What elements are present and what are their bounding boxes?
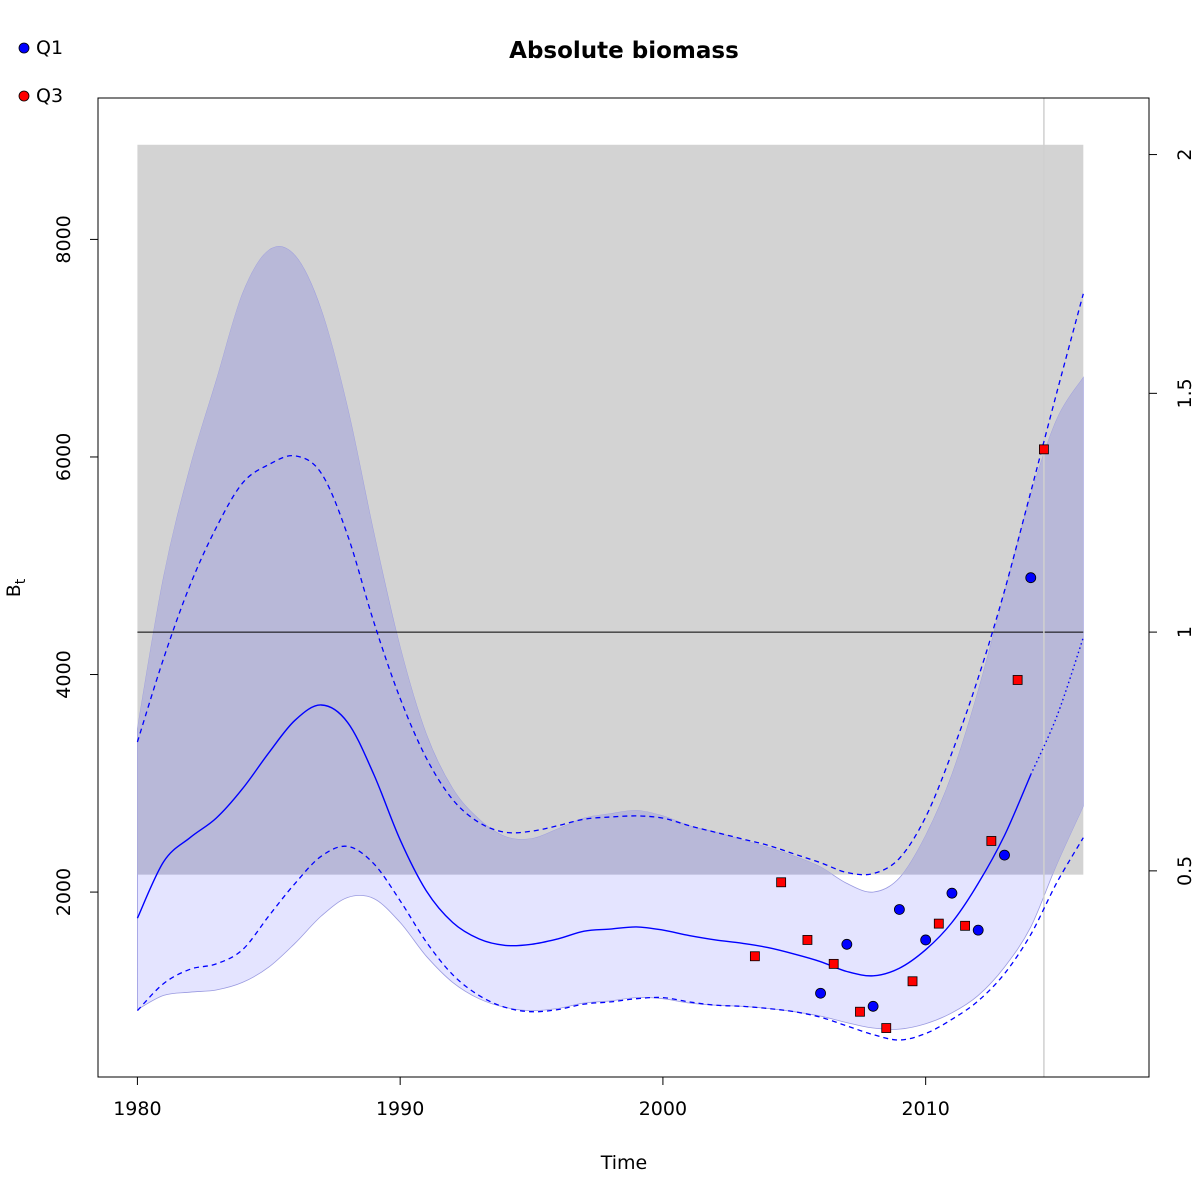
biomass-ci-overlap [137,246,1084,875]
y-axis-title: Bt [3,578,29,597]
y-tick-label-3: 8000 [53,215,75,263]
point-q1-5 [946,887,958,899]
point-q3-7 [933,918,944,929]
point-q1-7 [999,849,1010,861]
y2-tick-label-2: 1.5 [1174,378,1196,408]
point-q3-5 [881,1023,892,1033]
legend-marker-q3 [18,90,30,102]
point-q3-2 [802,935,813,945]
legend-label-q3: Q3 [36,85,63,107]
point-q3-4 [855,1006,865,1017]
legend-marker-q1 [18,42,30,54]
point-q3-0 [749,951,760,962]
estimate-forecast-line [1030,637,1084,775]
point-q1-1 [841,938,853,950]
x-tick-label-0: 1980 [113,1098,161,1120]
point-q3-1 [776,877,787,888]
x-axis-title: Time [600,1152,648,1174]
point-q1-2 [867,1000,879,1012]
y2-tick-label-1: 1 [1174,626,1196,638]
point-q1-4 [920,934,932,946]
point-q1-8 [1025,572,1037,584]
point-q3-8 [960,920,970,931]
estimate-line [136,704,1032,977]
y-axis-title-subscript: t [13,578,29,584]
estimate-ci-upper-line [136,293,1084,876]
x-tick-label-3: 2010 [901,1098,949,1120]
y-tick-label-1: 4000 [53,650,75,698]
point-q1-6 [972,924,984,936]
point-q1-3 [893,904,905,915]
point-q3-3 [828,958,839,969]
legend-label-q1: Q1 [36,37,63,59]
chart-title: Absolute biomass [509,38,739,64]
point-q3-11 [1039,444,1049,455]
x-tick-label-2: 2000 [639,1098,687,1120]
point-q3-9 [986,836,997,846]
legend: Q1 Q3 [18,37,63,107]
estimate-ci-lower-line [136,837,1084,1041]
y-tick-label-2: 6000 [53,433,75,481]
y2-tick-label-3: 2 [1174,149,1196,161]
point-q3-6 [907,976,918,987]
y-tick-label-0: 2000 [53,868,75,916]
y2-tick-label-0: 0.5 [1174,856,1196,886]
x-tick-label-1: 1990 [376,1098,424,1120]
point-q1-0 [815,987,826,999]
point-q3-10 [1012,675,1023,685]
